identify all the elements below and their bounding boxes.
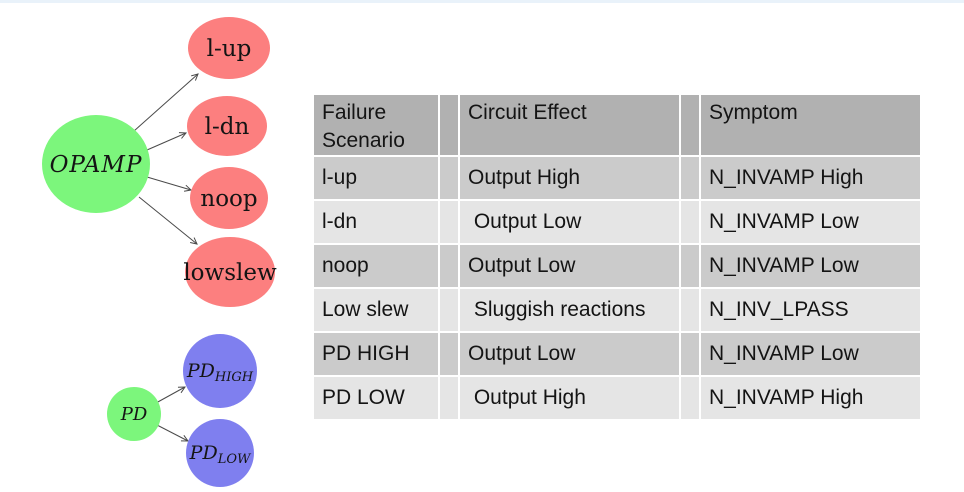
- edge-pd-pdlow: [156, 424, 189, 442]
- cell-scenario: l-up: [314, 157, 438, 199]
- header-spacer: [440, 95, 458, 155]
- cell-effect: Output Low: [460, 333, 679, 375]
- cell-effect: Sluggish reactions: [460, 289, 679, 331]
- edge-opamp-lup: [133, 73, 199, 132]
- node-opamp-label: OPAMP: [50, 152, 143, 178]
- spacer-cell: [440, 201, 458, 243]
- spacer-cell: [440, 157, 458, 199]
- cell-symptom: N_INVAMP High: [701, 157, 920, 199]
- edge-opamp-ldn: [146, 132, 188, 151]
- node-opamp: [42, 115, 150, 213]
- node-l-dn-label: l-dn: [205, 114, 250, 140]
- table-row: l-up Output High N_INVAMP High: [314, 157, 920, 199]
- cell-scenario: PD HIGH: [314, 333, 438, 375]
- cell-symptom: N_INVAMP Low: [701, 245, 920, 287]
- cell-symptom: N_INVAMP Low: [701, 333, 920, 375]
- cell-effect: Output High: [460, 157, 679, 199]
- edge-pd-pdhigh: [155, 386, 186, 404]
- table-row: PD HIGH Output Low N_INVAMP Low: [314, 333, 920, 375]
- node-l-up: [188, 17, 270, 79]
- node-noop: [190, 167, 268, 229]
- node-pd: [107, 387, 161, 441]
- node-lowslew: [185, 237, 275, 307]
- spacer-cell: [681, 377, 699, 419]
- node-l-up-label: l-up: [207, 36, 252, 62]
- cell-symptom: N_INVAMP High: [701, 377, 920, 419]
- fault-tree-diagram: OPAMP l-up l-dn noop lowslew PD PDHIGH P…: [42, 17, 277, 487]
- spacer-cell: [440, 333, 458, 375]
- node-pd-high: [183, 334, 257, 408]
- table-row: noop Output Low N_INVAMP Low: [314, 245, 920, 287]
- edge-opamp-noop: [146, 176, 193, 192]
- spacer-cell: [440, 289, 458, 331]
- node-l-dn: [187, 96, 267, 156]
- node-pd-low-label: PDLOW: [189, 442, 252, 467]
- slide-top-border: [0, 0, 964, 3]
- table-row: PD LOW Output High N_INVAMP High: [314, 377, 920, 419]
- node-pd-high-label: PDHIGH: [186, 360, 254, 385]
- cell-effect: Output Low: [460, 201, 679, 243]
- spacer-cell: [681, 289, 699, 331]
- header-circuit-effect: Circuit Effect: [460, 95, 679, 155]
- spacer-cell: [440, 377, 458, 419]
- spacer-cell: [681, 333, 699, 375]
- cell-effect: Output Low: [460, 245, 679, 287]
- spacer-cell: [681, 157, 699, 199]
- spacer-cell: [681, 201, 699, 243]
- spacer-cell: [440, 245, 458, 287]
- cell-effect: Output High: [460, 377, 679, 419]
- table-row: Low slew Sluggish reactions N_INV_LPASS: [314, 289, 920, 331]
- header-symptom: Symptom: [701, 95, 920, 155]
- spacer-cell: [681, 245, 699, 287]
- cell-symptom: N_INV_LPASS: [701, 289, 920, 331]
- failure-scenario-table: Failure Scenario Circuit Effect Symptom …: [312, 93, 922, 421]
- header-spacer: [681, 95, 699, 155]
- table-row: l-dn Output Low N_INVAMP Low: [314, 201, 920, 243]
- node-noop-label: noop: [200, 186, 257, 212]
- cell-scenario: Low slew: [314, 289, 438, 331]
- node-lowslew-label: lowslew: [183, 260, 277, 286]
- table-header-row: Failure Scenario Circuit Effect Symptom: [314, 95, 920, 155]
- cell-scenario: l-dn: [314, 201, 438, 243]
- header-failure-scenario: Failure Scenario: [314, 95, 438, 155]
- edge-opamp-lowslew: [138, 196, 198, 245]
- node-pd-label: PD: [120, 404, 148, 425]
- cell-scenario: noop: [314, 245, 438, 287]
- cell-symptom: N_INVAMP Low: [701, 201, 920, 243]
- node-pd-low: [186, 419, 254, 487]
- cell-scenario: PD LOW: [314, 377, 438, 419]
